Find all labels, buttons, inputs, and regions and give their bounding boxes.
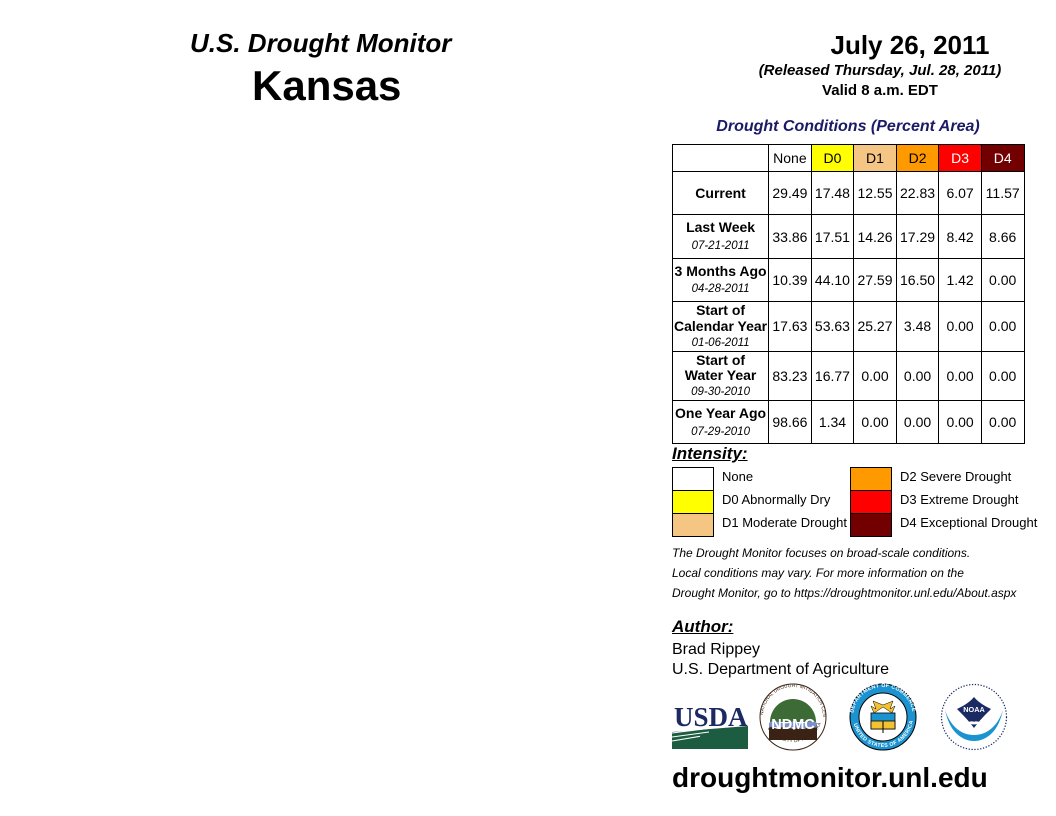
svg-text:NDMC: NDMC [771,717,815,733]
svg-text:NOAA: NOAA [963,705,985,714]
